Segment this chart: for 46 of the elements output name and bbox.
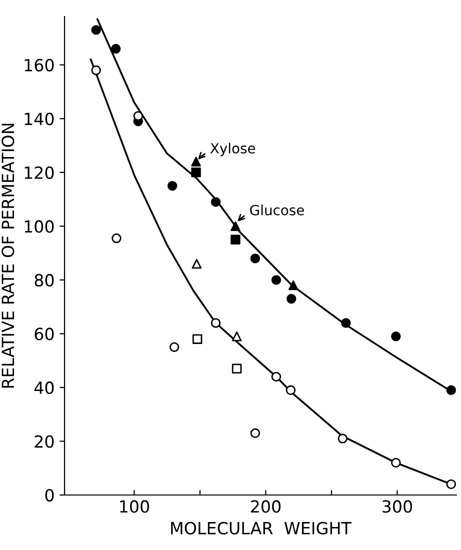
point [271, 372, 282, 382]
y-tick-label: 80 [34, 274, 54, 287]
y-tick-label: 140 [24, 112, 54, 126]
point [169, 342, 180, 352]
point [210, 197, 221, 207]
point [338, 434, 348, 444]
point [391, 332, 401, 342]
point [230, 234, 240, 244]
point [250, 428, 260, 438]
point [391, 458, 401, 468]
point [133, 111, 144, 121]
point [230, 221, 240, 232]
y-tick-label: 0 [45, 488, 54, 502]
point [232, 332, 242, 342]
point [271, 275, 282, 285]
point [110, 44, 121, 54]
point [446, 479, 456, 490]
point [91, 25, 101, 35]
point [286, 294, 296, 304]
y-tick-label: 40 [34, 381, 54, 394]
point [288, 280, 298, 290]
point [191, 156, 201, 167]
y-tick-label: 120 [24, 166, 54, 179]
point [168, 180, 178, 191]
point [191, 168, 201, 178]
point [286, 385, 296, 396]
point [250, 254, 260, 264]
point [91, 65, 101, 76]
point [446, 385, 456, 396]
annotation: Xylose [210, 142, 256, 156]
point [210, 318, 221, 328]
x-tick-label: 300 [382, 500, 412, 513]
point [192, 258, 202, 269]
x-axis-title: MOLECULAR WEIGHT [171, 522, 352, 534]
point [112, 233, 122, 244]
y-tick-label: 100 [24, 220, 54, 233]
x-tick-label: 100 [120, 500, 150, 513]
y-tick-label: 60 [34, 328, 54, 340]
point [192, 334, 202, 344]
annotation: Glucose [250, 204, 304, 216]
point [232, 364, 242, 374]
y-axis-title: RELATIVE RATE OF PERMEATION [2, 124, 14, 388]
x-tick-label: 200 [251, 500, 281, 513]
point [341, 318, 351, 328]
y-tick-label: 20 [34, 435, 54, 448]
y-tick-label: 160 [24, 58, 54, 72]
